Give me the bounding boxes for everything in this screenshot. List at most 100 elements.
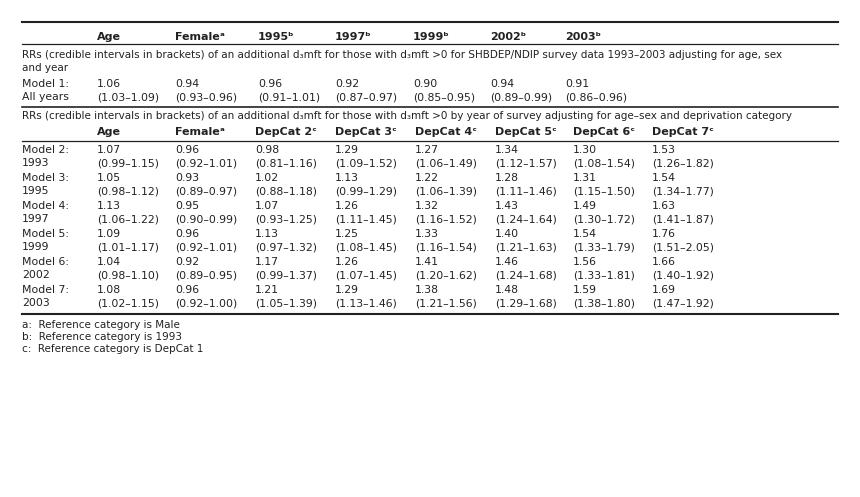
Text: (1.41–1.87): (1.41–1.87) [652, 214, 714, 224]
Text: and year: and year [22, 63, 68, 73]
Text: 1997ᵇ: 1997ᵇ [335, 32, 372, 42]
Text: DepCat 7ᶜ: DepCat 7ᶜ [652, 127, 714, 137]
Text: 1.07: 1.07 [97, 145, 121, 155]
Text: 1.04: 1.04 [97, 257, 121, 267]
Text: (1.03–1.09): (1.03–1.09) [97, 92, 159, 102]
Text: 1995: 1995 [22, 186, 50, 196]
Text: (1.16–1.54): (1.16–1.54) [415, 242, 477, 252]
Text: 1.49: 1.49 [573, 201, 597, 211]
Text: 1.26: 1.26 [335, 257, 359, 267]
Text: 1.05: 1.05 [97, 173, 121, 183]
Text: 1.46: 1.46 [495, 257, 519, 267]
Text: (0.99–1.29): (0.99–1.29) [335, 186, 397, 196]
Text: (1.24–1.64): (1.24–1.64) [495, 214, 557, 224]
Text: 2002ᵇ: 2002ᵇ [490, 32, 526, 42]
Text: 1.17: 1.17 [255, 257, 279, 267]
Text: DepCat 3ᶜ: DepCat 3ᶜ [335, 127, 396, 137]
Text: (0.92–1.01): (0.92–1.01) [175, 158, 237, 168]
Text: (0.92–1.00): (0.92–1.00) [175, 298, 237, 308]
Text: (0.99–1.15): (0.99–1.15) [97, 158, 159, 168]
Text: Model 1:: Model 1: [22, 79, 69, 89]
Text: 1.07: 1.07 [255, 201, 280, 211]
Text: (0.88–1.18): (0.88–1.18) [255, 186, 317, 196]
Text: (1.29–1.68): (1.29–1.68) [495, 298, 557, 308]
Text: (1.21–1.56): (1.21–1.56) [415, 298, 477, 308]
Text: 1.09: 1.09 [97, 229, 121, 239]
Text: (1.34–1.77): (1.34–1.77) [652, 186, 714, 196]
Text: 1.29: 1.29 [335, 145, 359, 155]
Text: 1.13: 1.13 [335, 173, 359, 183]
Text: 0.90: 0.90 [413, 79, 437, 89]
Text: (0.92–1.01): (0.92–1.01) [175, 242, 237, 252]
Text: 0.96: 0.96 [175, 145, 200, 155]
Text: Femaleᵃ: Femaleᵃ [175, 127, 224, 137]
Text: (0.98–1.12): (0.98–1.12) [97, 186, 159, 196]
Text: 1.29: 1.29 [335, 285, 359, 295]
Text: 0.94: 0.94 [175, 79, 200, 89]
Text: 1993: 1993 [22, 158, 50, 168]
Text: (1.09–1.52): (1.09–1.52) [335, 158, 397, 168]
Text: 0.91: 0.91 [565, 79, 589, 89]
Text: 0.92: 0.92 [175, 257, 200, 267]
Text: (1.47–1.92): (1.47–1.92) [652, 298, 714, 308]
Text: (1.20–1.62): (1.20–1.62) [415, 270, 477, 280]
Text: c:  Reference category is DepCat 1: c: Reference category is DepCat 1 [22, 344, 203, 354]
Text: (1.11–1.45): (1.11–1.45) [335, 214, 396, 224]
Text: 0.96: 0.96 [175, 229, 200, 239]
Text: (1.02–1.15): (1.02–1.15) [97, 298, 159, 308]
Text: (1.01–1.17): (1.01–1.17) [97, 242, 159, 252]
Text: (1.13–1.46): (1.13–1.46) [335, 298, 396, 308]
Text: (1.12–1.57): (1.12–1.57) [495, 158, 557, 168]
Text: 1.38: 1.38 [415, 285, 439, 295]
Text: 1.21: 1.21 [255, 285, 279, 295]
Text: 1.27: 1.27 [415, 145, 439, 155]
Text: 1.56: 1.56 [573, 257, 597, 267]
Text: 2003ᵇ: 2003ᵇ [565, 32, 601, 42]
Text: (0.90–0.99): (0.90–0.99) [175, 214, 237, 224]
Text: DepCat 5ᶜ: DepCat 5ᶜ [495, 127, 556, 137]
Text: 1.22: 1.22 [415, 173, 439, 183]
Text: (1.40–1.92): (1.40–1.92) [652, 270, 714, 280]
Text: (0.93–0.96): (0.93–0.96) [175, 92, 237, 102]
Text: 1999: 1999 [22, 242, 50, 252]
Text: Model 5:: Model 5: [22, 229, 69, 239]
Text: 1.53: 1.53 [652, 145, 676, 155]
Text: (1.07–1.45): (1.07–1.45) [335, 270, 397, 280]
Text: 1.06: 1.06 [97, 79, 121, 89]
Text: a:  Reference category is Male: a: Reference category is Male [22, 320, 180, 330]
Text: Model 6:: Model 6: [22, 257, 69, 267]
Text: 1.63: 1.63 [652, 201, 676, 211]
Text: 2002: 2002 [22, 270, 50, 280]
Text: (1.06–1.49): (1.06–1.49) [415, 158, 477, 168]
Text: 2003: 2003 [22, 298, 50, 308]
Text: (0.99–1.37): (0.99–1.37) [255, 270, 317, 280]
Text: 1.13: 1.13 [255, 229, 279, 239]
Text: (1.38–1.80): (1.38–1.80) [573, 298, 635, 308]
Text: (0.98–1.10): (0.98–1.10) [97, 270, 159, 280]
Text: 1.48: 1.48 [495, 285, 519, 295]
Text: (1.33–1.81): (1.33–1.81) [573, 270, 635, 280]
Text: 1.54: 1.54 [573, 229, 597, 239]
Text: 1.66: 1.66 [652, 257, 676, 267]
Text: 1.40: 1.40 [495, 229, 519, 239]
Text: (0.87–0.97): (0.87–0.97) [335, 92, 397, 102]
Text: 0.95: 0.95 [175, 201, 200, 211]
Text: (1.08–1.45): (1.08–1.45) [335, 242, 397, 252]
Text: (1.05–1.39): (1.05–1.39) [255, 298, 317, 308]
Text: 1.32: 1.32 [415, 201, 439, 211]
Text: 1.59: 1.59 [573, 285, 597, 295]
Text: 1.26: 1.26 [335, 201, 359, 211]
Text: 0.92: 0.92 [335, 79, 359, 89]
Text: (1.16–1.52): (1.16–1.52) [415, 214, 477, 224]
Text: Model 7:: Model 7: [22, 285, 69, 295]
Text: Femaleᵃ: Femaleᵃ [175, 32, 224, 42]
Text: 1.31: 1.31 [573, 173, 597, 183]
Text: 1.69: 1.69 [652, 285, 676, 295]
Text: (1.51–2.05): (1.51–2.05) [652, 242, 714, 252]
Text: Model 2:: Model 2: [22, 145, 69, 155]
Text: DepCat 4ᶜ: DepCat 4ᶜ [415, 127, 477, 137]
Text: (0.91–1.01): (0.91–1.01) [258, 92, 320, 102]
Text: 0.96: 0.96 [175, 285, 200, 295]
Text: (1.15–1.50): (1.15–1.50) [573, 186, 635, 196]
Text: DepCat 2ᶜ: DepCat 2ᶜ [255, 127, 316, 137]
